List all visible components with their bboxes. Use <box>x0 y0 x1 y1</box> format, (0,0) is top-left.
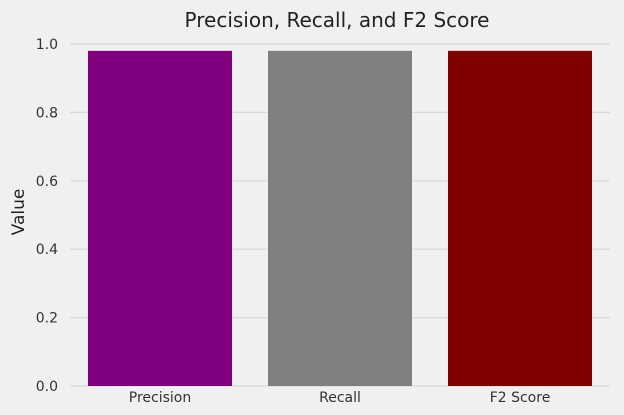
chart-title: Precision, Recall, and F2 Score <box>185 8 490 32</box>
y-tick-label: 0.6 <box>36 174 58 190</box>
bar-f2-score <box>448 50 592 387</box>
y-tick-label: 0.0 <box>36 379 58 395</box>
y-tick-label: 0.2 <box>36 311 58 327</box>
y-tick-label: 0.8 <box>36 105 58 121</box>
y-tick-labels: 0.0 0.2 0.4 0.6 0.8 1.0 <box>36 37 58 395</box>
y-tick-label: 1.0 <box>36 37 58 53</box>
bars <box>88 50 592 387</box>
x-tick-label: Precision <box>129 390 191 406</box>
bar-recall <box>268 50 412 387</box>
x-tick-labels: Precision Recall F2 Score <box>129 390 551 406</box>
x-tick-label: F2 Score <box>490 390 551 406</box>
y-axis-label: Value <box>9 189 29 236</box>
y-tick-label: 0.4 <box>36 242 58 258</box>
bar-precision <box>88 50 232 387</box>
x-tick-label: Recall <box>319 390 361 406</box>
